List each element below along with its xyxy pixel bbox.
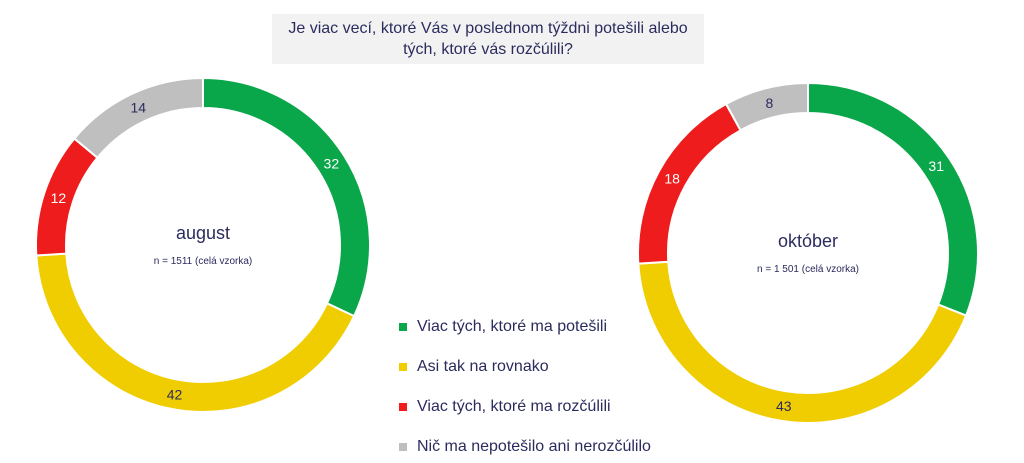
legend-item-upset: Viac tých, ktoré ma rozčúlili	[399, 398, 611, 416]
donut-0-slice-upset	[35, 137, 99, 257]
donut-0-sample-size: n = 1511 (celá vzorka)	[154, 256, 252, 267]
donut-1-slice-upset	[637, 102, 742, 265]
legend-item-pleased: Viac tých, ktoré ma potešili	[399, 318, 607, 336]
donut-1-slice-neither	[724, 81, 809, 132]
donut-1-value-label-upset: 18	[664, 170, 680, 186]
legend-swatch-neither	[399, 443, 407, 451]
donut-0-slice-pleased	[202, 76, 371, 318]
donut-1-value-label-pleased: 31	[928, 158, 944, 174]
legend-label-equal: Asi tak na rovnako	[417, 358, 549, 375]
donut-1-center-label: október	[778, 231, 838, 251]
legend-item-equal: Asi tak na rovnako	[399, 358, 549, 376]
donut-1-sample-size: n = 1 501 (celá vzorka)	[757, 264, 859, 275]
legend-swatch-pleased	[399, 323, 407, 331]
legend-item-neither: Nič ma nepotešilo ani nerozčúlilo	[399, 438, 651, 456]
donut-0-value-label-pleased: 32	[324, 156, 340, 172]
donut-1-value-label-neither: 8	[766, 95, 774, 111]
donut-0-value-label-equal: 42	[167, 386, 183, 402]
donut-1-value-label-equal: 43	[776, 398, 792, 414]
legend-label-neither: Nič ma nepotešilo ani nerozčúlilo	[417, 438, 651, 455]
chart-title-text: Je viac vecí, ktoré Vás v poslednom týžd…	[288, 20, 688, 58]
legend-label-upset: Viac tých, ktoré ma rozčúlili	[417, 398, 611, 415]
donut-0-value-label-neither: 14	[130, 99, 146, 115]
donut-0-slice-neither	[72, 76, 204, 160]
legend-label-pleased: Viac tých, ktoré ma potešili	[417, 318, 608, 335]
donut-0-value-label-upset: 12	[51, 190, 67, 206]
donut-1-slice-pleased	[807, 81, 979, 317]
chart-title: Je viac vecí, ktoré Vás v poslednom týžd…	[272, 14, 704, 64]
donut-0-slice-equal	[35, 252, 356, 413]
donut-0-center-label: august	[176, 223, 230, 243]
donut-1-slice-equal	[637, 260, 968, 425]
legend-swatch-upset	[399, 403, 407, 411]
legend-swatch-equal	[399, 363, 407, 371]
